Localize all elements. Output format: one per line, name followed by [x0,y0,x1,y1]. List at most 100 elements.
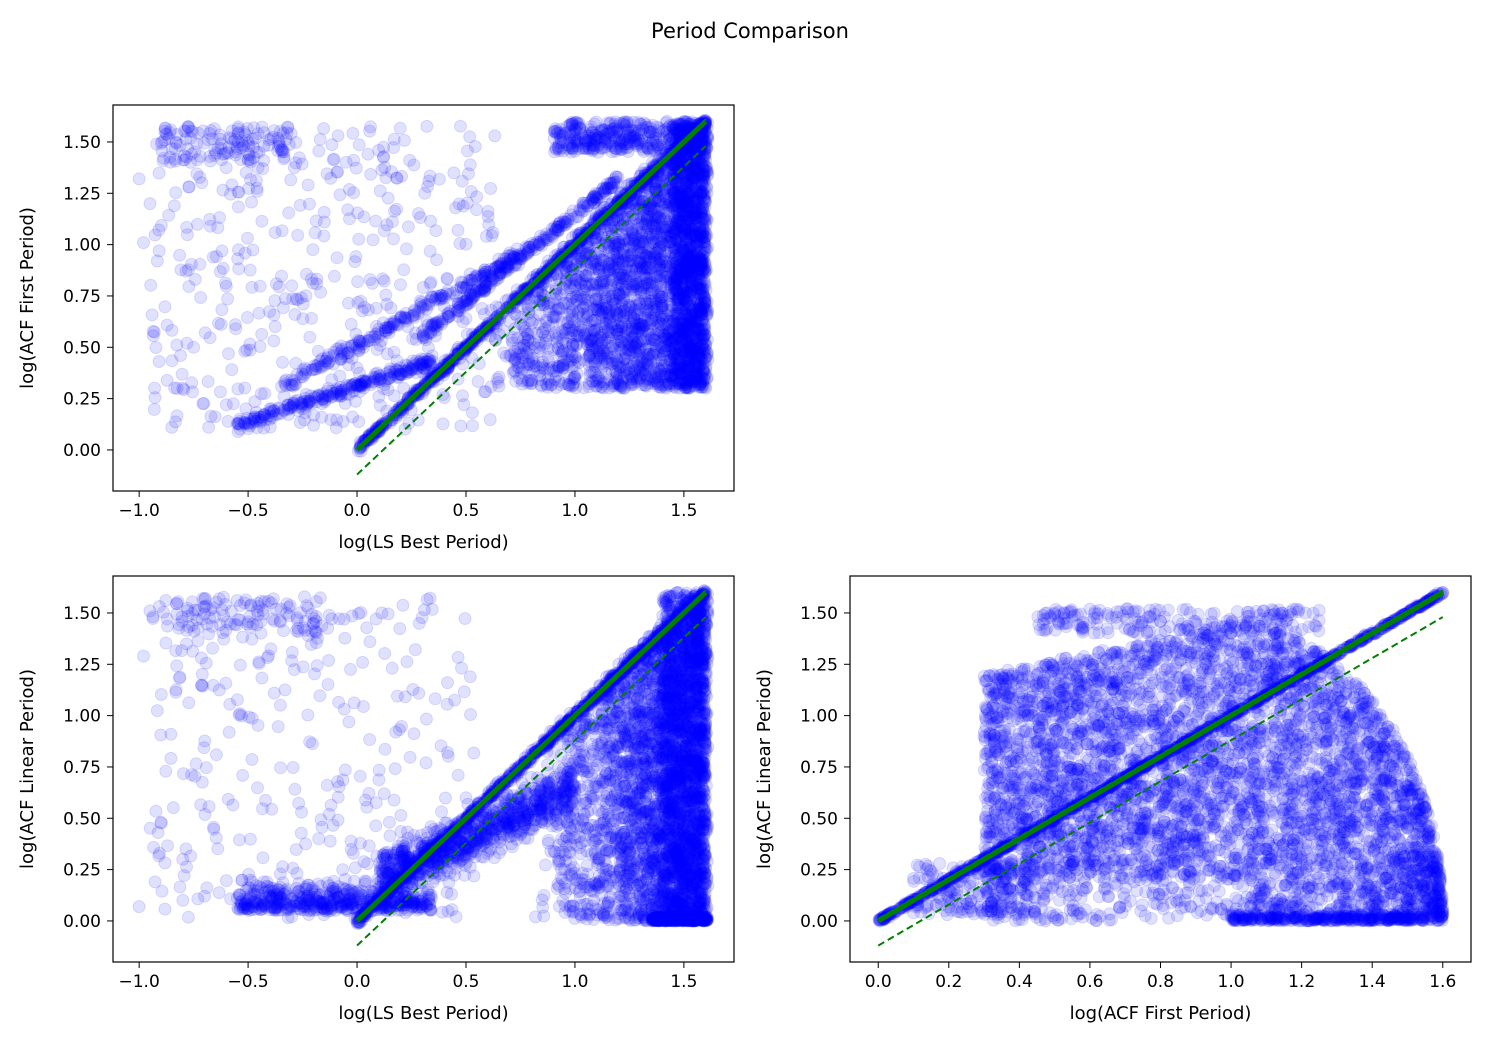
scatter-point [456,315,470,329]
scatter-point [422,325,436,339]
scatter-point [240,343,254,357]
scatter-point [342,296,355,310]
scatter-point [419,333,433,347]
scatter-point [293,198,307,212]
scatter-point [170,338,184,352]
scatter-point [256,162,270,176]
scatter-point [342,358,356,372]
scatter-point [225,124,239,138]
scatter-point [357,210,371,224]
scatter-point [415,325,429,339]
scatter-point [223,131,236,145]
scatter-point [148,391,162,405]
scatter-point [181,120,195,134]
scatter-point [150,137,164,151]
scatter-point [221,292,235,306]
scatter-point [307,408,321,422]
scatter-point [369,370,383,384]
scatter-point [352,366,366,380]
scatter-point [309,214,323,228]
scatter-point [283,401,297,415]
scatter-point [479,385,492,399]
scatter-point [231,252,245,266]
scatter-point [242,139,256,153]
scatter-point [456,389,469,403]
scatter-point [243,343,257,357]
scatter-point [324,413,338,427]
scatter-point [380,404,394,418]
scatter-point [185,147,199,161]
scatter-point [154,136,168,150]
scatter-point [293,416,307,429]
scatter-point [229,148,243,162]
scatter-point [165,354,179,368]
scatter-point [162,208,176,222]
scatter-point [406,309,420,322]
scatter-point [165,323,179,337]
scatter-point [169,135,183,149]
scatter-point [194,291,208,304]
scatter-point [378,160,392,174]
scatter-point [520,327,534,341]
scatter-point [221,414,235,428]
scatter-point [147,403,161,416]
scatter-point [160,318,174,332]
scatter-point [285,279,299,293]
scatter-point [393,121,407,135]
scatter-point [154,218,168,232]
scatter-point [234,141,248,155]
scatter-point [347,153,361,167]
scatter-point [372,143,386,157]
scatter-point [651,233,665,247]
scatter-point [699,381,713,395]
scatter-point [174,349,187,362]
scatter-point [203,150,217,163]
scatter-point [397,381,411,395]
scatter-point [204,409,218,423]
scatter-point [237,139,251,153]
scatter-point [339,155,353,169]
scatter-point [425,290,439,304]
scatter-point [289,356,303,370]
scatter-point [577,301,590,315]
scatter-point [263,420,277,434]
scatter-point [349,394,362,408]
scatter-point [201,375,215,388]
scatter-point [162,132,176,146]
scatter-point [385,165,398,179]
scatter-point [245,280,259,294]
scatter-point [231,185,245,199]
scatter-point [184,155,198,169]
scatter-point [390,171,404,185]
scatter-point [276,126,290,140]
scatter-point [423,244,437,258]
scatter-point [246,140,260,154]
scatter-point [433,314,446,328]
scatter-point [220,145,234,159]
scatter-point [267,308,281,322]
scatter-point [302,197,316,211]
scatter-point [186,385,199,399]
scatter-point [160,373,174,387]
scatter-point [243,263,257,277]
scatter-point [268,320,282,334]
scatter-point [639,249,653,263]
scatter-point [179,132,193,146]
scatter-point [626,359,640,373]
scatter-point [216,183,230,197]
scatter-point [254,387,268,401]
scatter-point [365,276,379,290]
scatter-point [304,272,318,286]
scatter-point [313,132,327,146]
scatter-point [395,169,408,183]
scatter-point [242,136,255,150]
scatter-point [460,327,474,341]
scatter-point [429,224,443,238]
scatter-point [224,187,237,201]
scatter-point [182,280,196,293]
scatter-point [613,361,626,375]
scatter-point [214,318,228,331]
scatter-point [306,243,320,257]
scatter-point [626,375,640,389]
scatter-point [209,146,223,160]
